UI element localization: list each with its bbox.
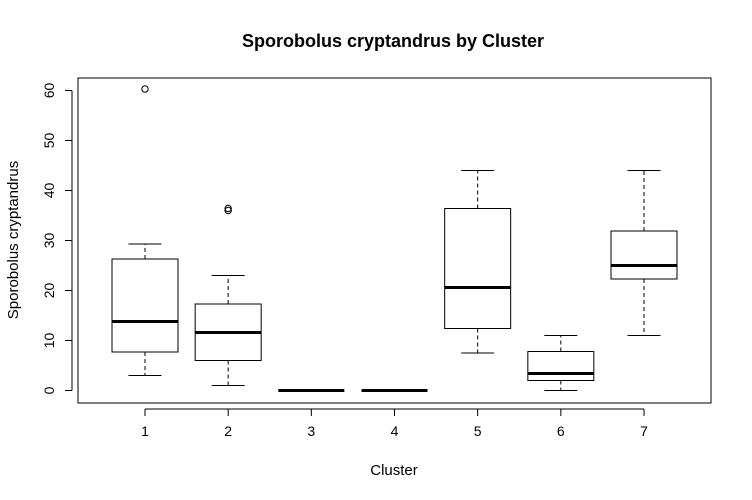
y-tick-label: 30	[41, 233, 57, 249]
y-tick-label: 40	[41, 183, 57, 199]
x-tick-label: 7	[640, 423, 648, 439]
plot-frame	[77, 77, 712, 404]
boxes-layer	[111, 85, 678, 392]
outlier-point	[141, 85, 149, 93]
outlier-point	[224, 206, 232, 215]
x-tick-label: 3	[307, 423, 315, 439]
x-tick-label: 4	[391, 423, 399, 439]
x-axis: 1 2 3 4 5 6 7	[141, 408, 648, 439]
box-iqr	[111, 258, 179, 353]
x-tick-label: 1	[141, 423, 149, 439]
y-tick-label: 50	[41, 133, 57, 149]
y-tick-label: 0	[41, 386, 57, 394]
box-iqr	[444, 208, 512, 329]
y-tick-label: 20	[41, 283, 57, 299]
y-axis: 0 10 20 30 40 50 60	[41, 83, 73, 394]
chart-title: Sporobolus cryptandrus by Cluster	[242, 31, 544, 51]
x-tick-label: 2	[224, 423, 232, 439]
box-cluster-7	[610, 170, 678, 336]
y-tick-label: 10	[41, 333, 57, 349]
x-tick-label: 5	[474, 423, 482, 439]
box-cluster-1	[111, 85, 179, 376]
box-iqr	[610, 230, 678, 280]
y-axis-label: Sporobolus cryptandrus	[5, 161, 22, 319]
box-cluster-2	[194, 204, 262, 386]
box-cluster-6	[527, 335, 595, 391]
box-iqr	[527, 351, 595, 381]
x-axis-label: Cluster	[370, 462, 418, 479]
box-cluster-5	[444, 170, 512, 354]
outlier-point	[224, 204, 232, 213]
x-tick-label: 6	[557, 423, 565, 439]
y-tick-label: 60	[41, 83, 57, 99]
